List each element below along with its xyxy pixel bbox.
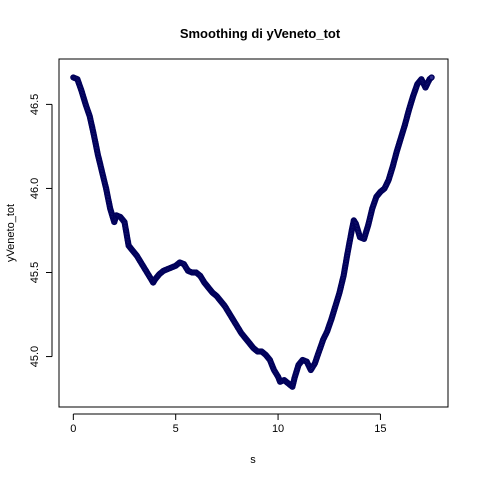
data-points [70,74,435,390]
y-tick-label: 45.0 [29,346,41,367]
y-tick-label: 46.0 [29,178,41,199]
y-axis: 45.0 45.5 46.0 46.5 [29,94,53,367]
y-tick-label: 45.5 [29,262,41,283]
x-tick-label: 10 [272,423,284,435]
x-tick-label: 5 [173,423,179,435]
y-axis-label: yVeneto_tot [5,204,17,262]
x-axis-label: s [250,454,256,466]
x-axis: 0 5 10 15 [70,413,387,435]
x-tick-label: 0 [70,423,76,435]
y-tick-label: 46.5 [29,94,41,115]
data-point [428,74,435,81]
x-tick-label: 15 [374,423,386,435]
plot-frame [58,58,449,408]
chart-title: Smoothing di yVeneto_tot [180,26,341,41]
